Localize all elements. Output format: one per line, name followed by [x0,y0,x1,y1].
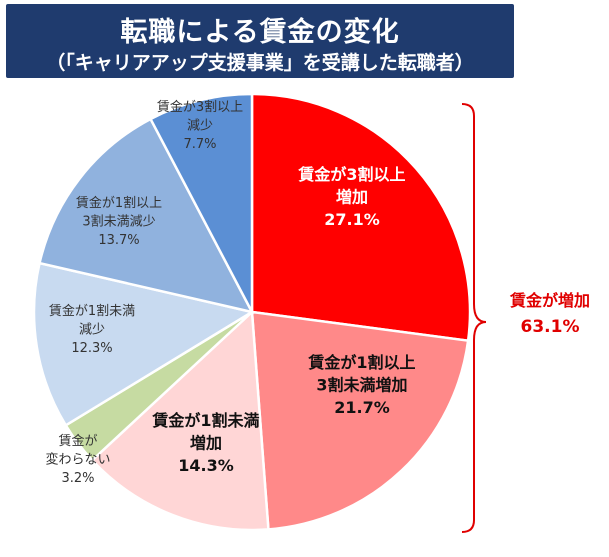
slice-category-label: 3割未満増加 [316,376,407,395]
slice-value-label: 7.7% [183,137,216,152]
chart-header: 転職による賃金の変化 （「キャリアアップ支援事業」を受講した転職者） [6,4,514,78]
pie-slice-2 [90,309,270,532]
pie-slice-5 [38,117,255,314]
slice-value-label: 14.3% [178,456,234,475]
slice-category-label: 減少 [79,322,105,338]
slice-category-label: 賃金が1割以上 [307,353,415,372]
slice-value-label: 27.1% [324,210,380,229]
pie-slice-1 [250,310,470,531]
slice-label-5: 賃金が1割以上 3割未満減少 13.7% [76,195,162,248]
slice-category-label: 増加 [190,434,222,453]
slice-value-label: 13.7% [98,233,139,248]
slice-category-label: 減少 [187,118,213,134]
slice-category-label: 変わらない [45,452,110,468]
pie-slice-6 [148,92,254,313]
bracket-label: 賃金が増加 [509,291,590,310]
slice-label-1: 賃金が1割以上 3割未満増加 21.7% [307,353,415,417]
chart-title: 転職による賃金の変化 [120,17,400,48]
slice-category-label: 賃金が3割以上 [297,165,405,184]
slice-category-label: 賃金が3割以上 [157,99,243,115]
slice-value-label: 12.3% [71,341,112,356]
slice-category-label: 増加 [336,188,368,207]
bracket-value-label: 63.1% [521,317,580,337]
slice-category-label: 賃金が1割以上 [76,195,162,211]
slice-value-label: 21.7% [334,398,390,417]
pie-slice-0 [250,92,472,343]
pie-slice-4 [32,261,256,428]
slice-category-label: 賃金が1割未満 [49,303,135,319]
increase-bracket [461,103,487,533]
slice-category-label: 賃金が [58,433,97,449]
slice-value-label: 3.2% [61,471,94,486]
chart-subtitle: （「キャリアアップ支援事業」を受講した転職者） [46,52,474,74]
slice-category-label: 賃金が1割未満 [151,411,259,430]
slice-category-label: 3割未満減少 [82,214,155,230]
